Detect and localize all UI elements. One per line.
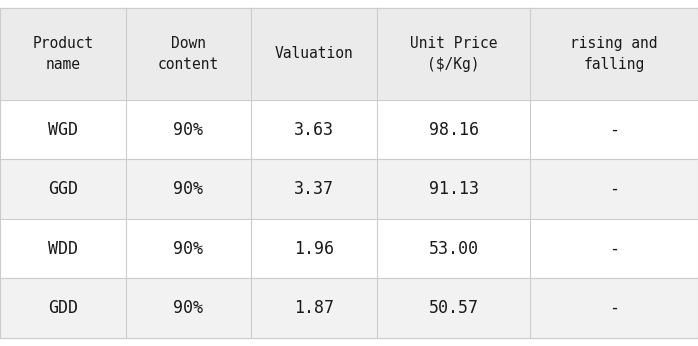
- Text: Unit Price
($/Kg): Unit Price ($/Kg): [410, 36, 498, 72]
- Bar: [0, 8, 698, 100]
- Text: 90%: 90%: [174, 299, 203, 317]
- Text: 50.57: 50.57: [429, 299, 479, 317]
- Text: 3.37: 3.37: [294, 180, 334, 198]
- Text: rising and
falling: rising and falling: [570, 36, 658, 72]
- Bar: [0, 278, 698, 338]
- Text: WGD: WGD: [48, 120, 77, 139]
- Text: 1.87: 1.87: [294, 299, 334, 317]
- Text: Down
content: Down content: [158, 36, 219, 72]
- Text: -: -: [609, 180, 619, 198]
- Text: 91.13: 91.13: [429, 180, 479, 198]
- Text: 3.63: 3.63: [294, 120, 334, 139]
- Text: 90%: 90%: [174, 120, 203, 139]
- Text: 90%: 90%: [174, 180, 203, 198]
- Text: -: -: [609, 239, 619, 258]
- Text: 90%: 90%: [174, 239, 203, 258]
- Text: GGD: GGD: [48, 180, 77, 198]
- Text: 1.96: 1.96: [294, 239, 334, 258]
- Text: 53.00: 53.00: [429, 239, 479, 258]
- Text: GDD: GDD: [48, 299, 77, 317]
- Text: -: -: [609, 299, 619, 317]
- Bar: [0, 160, 698, 219]
- Text: Valuation: Valuation: [275, 46, 353, 62]
- Text: WDD: WDD: [48, 239, 77, 258]
- Text: -: -: [609, 120, 619, 139]
- Bar: [0, 219, 698, 279]
- Bar: [0, 100, 698, 160]
- Text: Product
name: Product name: [32, 36, 94, 72]
- Text: 98.16: 98.16: [429, 120, 479, 139]
